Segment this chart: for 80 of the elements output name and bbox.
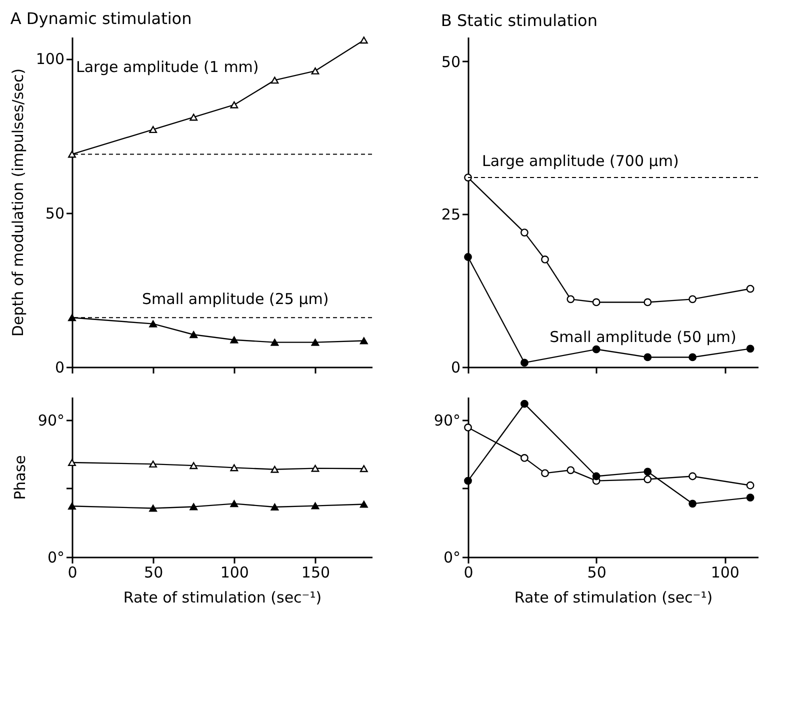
- y-tick-label: 0°: [47, 548, 64, 566]
- point: [688, 353, 697, 362]
- y-tick-label: 0°: [443, 548, 460, 566]
- point: [149, 460, 158, 468]
- point: [520, 358, 528, 367]
- point: [270, 504, 279, 511]
- point: [464, 424, 472, 432]
- point: [592, 472, 600, 480]
- x-axis-title: Rate of stimulation (sec⁻¹): [514, 588, 713, 606]
- point: [360, 36, 368, 44]
- point: [68, 314, 76, 322]
- point: [746, 284, 754, 293]
- point: [360, 337, 368, 344]
- y-tick-label: 50: [441, 52, 460, 71]
- point: [149, 504, 158, 512]
- y-tick-label: 100: [36, 50, 64, 68]
- point: [68, 502, 76, 510]
- point: [190, 114, 198, 121]
- x-tick-label: 50: [587, 564, 606, 582]
- point: [644, 298, 652, 306]
- point: [360, 500, 368, 508]
- point: [311, 338, 320, 346]
- point: [270, 338, 279, 346]
- y-tick-label: 90°: [434, 411, 460, 430]
- point: [688, 500, 697, 508]
- point: [746, 481, 754, 490]
- point: [190, 503, 198, 510]
- point: [644, 353, 652, 362]
- point: [541, 469, 549, 478]
- point: [520, 228, 528, 237]
- y-axis-title: Phase: [10, 455, 29, 500]
- point: [644, 475, 652, 484]
- point: [464, 174, 472, 182]
- point: [644, 468, 652, 476]
- point: [566, 466, 575, 474]
- point: [688, 295, 697, 304]
- point: [592, 298, 600, 306]
- point: [311, 464, 320, 472]
- x-axis-title: Rate of stimulation (sec⁻¹): [123, 588, 322, 606]
- chart-title: A Dynamic stimulation: [10, 8, 192, 28]
- point: [360, 465, 368, 472]
- point: [230, 336, 238, 344]
- x-tick-label: 50: [144, 564, 164, 582]
- point: [520, 400, 528, 408]
- chart-title: B Static stimulation: [440, 11, 598, 30]
- point: [230, 464, 238, 472]
- point: [311, 502, 320, 510]
- point: [190, 331, 198, 338]
- point: [592, 345, 600, 354]
- point: [149, 126, 158, 134]
- x-tick-label: 150: [301, 564, 330, 582]
- point: [270, 466, 279, 473]
- point: [688, 472, 697, 480]
- y-tick-label: 0: [54, 358, 64, 376]
- x-tick-label: 0: [68, 564, 78, 582]
- point: [190, 462, 198, 470]
- series-label: Large amplitude (700 μm): [482, 152, 679, 170]
- series-label: Small amplitude (25 μm): [142, 290, 329, 308]
- point: [520, 454, 528, 462]
- series-label: Large amplitude (1 mm): [76, 58, 259, 76]
- point: [746, 494, 754, 502]
- point: [566, 295, 575, 304]
- y-tick-label: 90°: [38, 411, 64, 430]
- x-tick-label: 0: [464, 564, 474, 582]
- point: [464, 253, 472, 261]
- x-tick-label: 100: [710, 564, 740, 582]
- point: [311, 67, 320, 74]
- series-label: Small amplitude (50 μm): [550, 328, 736, 346]
- point: [230, 500, 238, 508]
- y-tick-label: 0: [450, 358, 460, 376]
- y-tick-label: 25: [441, 206, 460, 224]
- point: [464, 476, 472, 485]
- y-tick-label: 50: [45, 204, 64, 222]
- point: [230, 101, 238, 108]
- point: [149, 320, 158, 328]
- x-tick-label: 100: [220, 564, 249, 582]
- point: [746, 344, 754, 353]
- point: [270, 76, 279, 84]
- y-axis-title: Depth of modulation (impulses/sec): [8, 68, 27, 337]
- point: [541, 255, 549, 264]
